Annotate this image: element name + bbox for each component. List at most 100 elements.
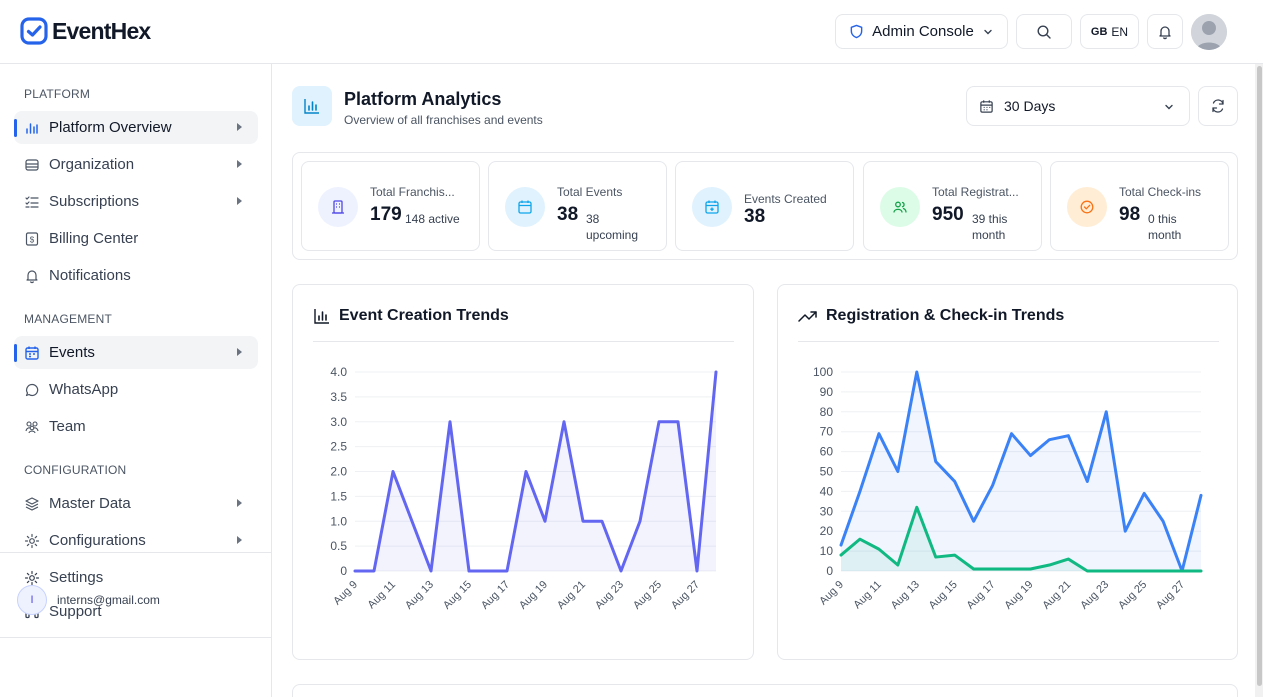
layers-icon [24,496,40,512]
bar-chart-icon [314,309,329,324]
stat-card-registrations[interactable]: Total Registrat... 950 39 this month [863,161,1042,251]
sidebar-divider [0,552,271,553]
stat-card-events-created[interactable]: Events Created 38 [675,161,854,251]
sidebar-item-label: Settings [49,569,104,586]
y-tick-label: 50 [820,465,834,479]
admin-console-label: Admin Console [872,23,974,40]
active-indicator [14,119,17,137]
sidebar-item-events[interactable]: Events [14,336,258,369]
section-title-platform: PLATFORM [24,87,91,101]
series-line [839,370,1203,573]
sidebar-item-master-data[interactable]: Master Data [14,487,258,520]
receipt-icon: $ [24,231,40,247]
chart-divider [798,341,1219,342]
y-tick-label: 4.0 [330,365,347,379]
chart-card-registration: Registration & Check-in Trends 0 10 20 30 40… [777,284,1238,660]
sidebar-item-settings[interactable]: Settings [14,561,258,594]
sidebar-item-label: Platform Overview [49,119,172,136]
sidebar-item-subscriptions[interactable]: Subscriptions [14,185,258,218]
users-icon [880,187,920,227]
x-tick-label: Aug 11 [366,579,399,612]
stats-container [292,152,1238,260]
sidebar: PLATFORM Platform Overview Organization … [0,64,272,697]
sidebar-item-whatsapp[interactable]: WhatsApp [14,373,258,406]
stat-value: 179 [370,204,402,225]
sidebar-item-billing-center[interactable]: $ Billing Center [14,222,258,255]
flag-code: GB [1090,25,1108,38]
bell-icon [24,268,40,284]
language-code: EN [1111,24,1129,39]
bell-icon [1159,25,1171,39]
sidebar-item-label: Subscriptions [49,193,140,210]
user-avatar[interactable] [1191,14,1227,50]
x-tick-label: Aug 17 [965,579,998,612]
y-tick-label: 2.5 [330,440,347,454]
notifications-button[interactable] [1147,14,1183,49]
admin-console-button[interactable]: Admin Console [835,14,1008,49]
svg-text:$: $ [30,235,35,244]
sidebar-item-team[interactable]: Team [14,410,258,443]
stat-card-check-ins[interactable]: Total Check-ins 98 0 this month [1050,161,1229,251]
current-user[interactable]: I interns@gmail.com [17,585,160,615]
brand-logo[interactable]: EventHex [20,17,151,45]
trending-up-icon [798,311,817,322]
building-icon [24,157,40,173]
y-tick-label: 10 [820,544,834,558]
sidebar-item-configurations[interactable]: Configurations [14,524,258,557]
y-tick-label: 100 [813,365,833,379]
sidebar-item-label: WhatsApp [49,381,119,398]
stat-label: Total Registrat... [932,185,1019,199]
x-tick-label: Aug 15 [441,579,474,612]
scrollbar-thumb[interactable] [1257,66,1262,686]
calendar-plus-icon [692,187,732,227]
chart-divider [313,341,734,342]
y-tick-label: 40 [820,484,834,498]
caret-right-icon [237,123,242,131]
sidebar-item-notifications[interactable]: Notifications [14,259,258,292]
stat-label: Total Check-ins [1119,185,1202,199]
stat-sub: 148 active [405,212,460,226]
stat-sub: 0 this [1148,212,1177,226]
y-tick-label: 30 [820,504,834,518]
language-switcher[interactable]: GB EN [1080,14,1139,49]
search-button[interactable] [1016,14,1072,49]
chart-header: Registration & Check-in Trends [798,307,1064,325]
shield-icon [850,24,863,39]
y-tick-label: 80 [820,405,834,419]
series-line [353,370,718,573]
sidebar-item-organization[interactable]: Organization [14,148,258,181]
search-icon [1037,24,1051,39]
next-card [292,684,1238,697]
sidebar-item-platform-overview[interactable]: Platform Overview [14,111,258,144]
sidebar-item-label: Team [49,418,86,435]
stat-value: 98 [1119,204,1141,225]
stat-sub: month [1148,228,1182,242]
stat-label: Total Franchis... [370,185,455,199]
cog-icon [24,533,40,549]
section-title-management: MANAGEMENT [24,312,113,326]
y-tick-label: 1.5 [330,489,347,503]
bar-chart-icon [304,99,319,114]
caret-right-icon [237,499,242,507]
stat-card-total-events[interactable]: Total Events 38 38 upcoming [488,161,667,251]
refresh-button[interactable] [1198,86,1238,126]
chart-header: Event Creation Trends [313,307,509,325]
y-tick-label: 60 [820,445,834,459]
x-tick-label: Aug 9 [331,579,360,608]
calendar-icon [24,345,40,361]
x-tick-label: Aug 15 [927,579,960,612]
calendar-icon [980,99,993,113]
stat-card-franchises[interactable]: Total Franchis... 179 148 active [301,161,480,251]
check-circle-icon [1067,187,1107,227]
stat-sub: 38 [586,212,600,226]
sidebar-item-label: Notifications [49,267,131,284]
caret-right-icon [237,348,242,356]
user-initial-avatar: I [17,585,47,615]
y-tick-label: 2.0 [330,465,347,479]
y-tick-label: 0 [826,564,833,578]
page-icon [292,86,332,126]
y-tick-label: 0.5 [330,539,347,553]
building-icon [318,187,358,227]
date-range-select[interactable]: 30 Days [966,86,1190,126]
